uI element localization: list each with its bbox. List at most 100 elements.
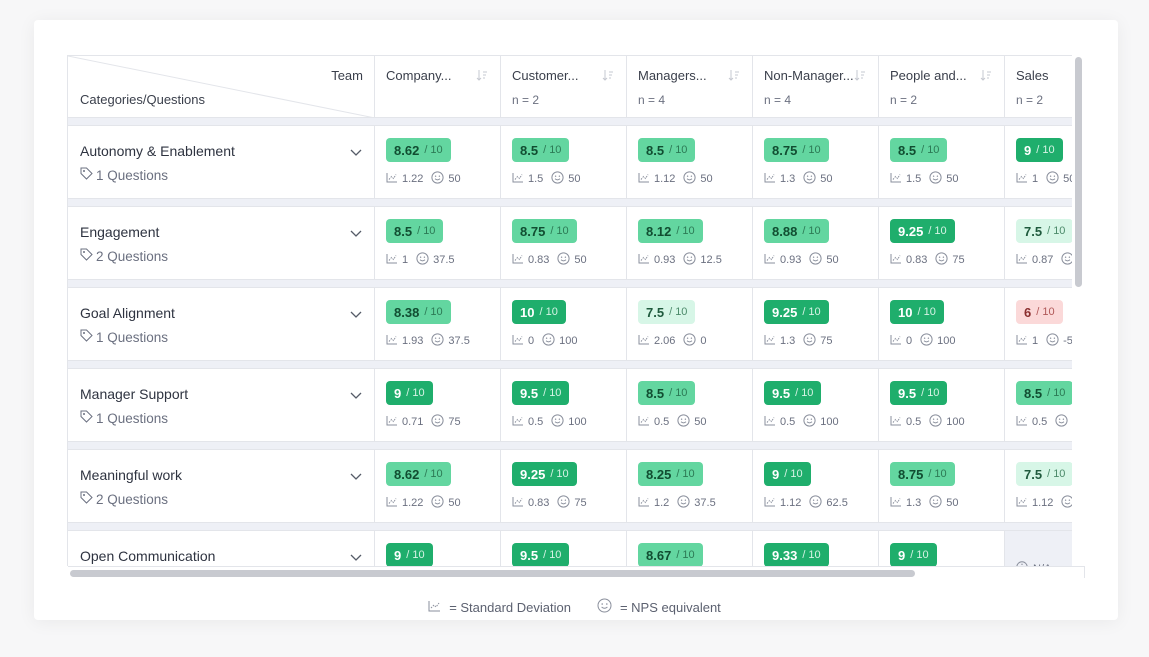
chart-icon xyxy=(386,496,402,510)
smiley-icon xyxy=(431,171,448,187)
chart-icon xyxy=(1016,415,1032,429)
score-value: 9 xyxy=(772,466,780,482)
question-count-label: 1 Questions xyxy=(96,410,169,426)
sort-icon[interactable] xyxy=(728,68,740,81)
std-deviation: 1.3 xyxy=(780,335,796,347)
column-count: n = 2 xyxy=(512,93,540,107)
score-cell: 9.5 / 10 xyxy=(501,531,627,566)
category-row: Engagement 2 Questions 8.5/ 10 1 37.5 8.75/ 1… xyxy=(68,207,1072,280)
nps-value: 50 xyxy=(826,254,839,266)
nps-value: 100 xyxy=(568,416,587,428)
smiley-icon xyxy=(1046,333,1063,349)
chevron-down-icon[interactable] xyxy=(350,225,362,237)
question-count[interactable]: 2 Questions xyxy=(80,248,168,264)
score-value: 9.5 xyxy=(772,385,791,401)
chart-icon xyxy=(1016,496,1032,510)
category-cell[interactable]: Manager Support 1 Questions xyxy=(68,369,375,441)
score-badge: 9.25 / 10 xyxy=(764,300,829,324)
column-header[interactable]: Non-Manager... n = 4 xyxy=(753,56,879,117)
score-cell: 9 / 10 1.12 62.5 xyxy=(753,450,879,522)
score-cell: 8.62 / 10 1.22 50 xyxy=(375,450,501,522)
score-stats: 1.5 50 xyxy=(512,171,581,187)
smiley-icon xyxy=(683,333,700,349)
question-count[interactable]: 2 Questions xyxy=(80,491,168,507)
question-count-label: 1 Questions xyxy=(96,167,169,183)
score-value: 8.5 xyxy=(520,142,539,158)
chart-icon xyxy=(890,415,906,429)
std-deviation: 1.22 xyxy=(402,497,424,509)
smiley-icon xyxy=(1055,414,1072,430)
score-badge: 9 / 10 xyxy=(890,543,937,566)
sort-icon[interactable] xyxy=(476,68,488,81)
std-deviation: 0.83 xyxy=(906,254,928,266)
column-header[interactable]: Sales n = 2 xyxy=(1005,56,1072,117)
score-value: 8.75 xyxy=(520,223,546,239)
std-deviation: 1.12 xyxy=(780,497,802,509)
nps-value: 100 xyxy=(937,335,956,347)
score-badge: 8.5 / 10 xyxy=(638,381,696,405)
score-cell: 7.5 / 10 0.87 xyxy=(1005,207,1072,279)
category-name: Goal Alignment xyxy=(80,305,175,321)
chevron-down-icon[interactable] xyxy=(350,468,362,480)
chevron-down-icon[interactable] xyxy=(350,144,362,156)
chart-icon xyxy=(386,334,402,348)
score-stats: 1 -5 xyxy=(1016,333,1072,349)
score-cell: 8.5 / 10 1.5 50 xyxy=(879,126,1005,198)
category-name: Engagement xyxy=(80,224,160,240)
std-deviation: 0.5 xyxy=(780,416,796,428)
score-out-of: / 10 xyxy=(802,144,821,156)
chevron-down-icon[interactable] xyxy=(350,549,362,561)
smiley-icon xyxy=(416,252,433,268)
column-header[interactable]: People and... n = 2 xyxy=(879,56,1005,117)
smiley-icon xyxy=(1046,171,1063,187)
category-cell[interactable]: Engagement 2 Questions xyxy=(68,207,375,279)
score-badge: 9.5 / 10 xyxy=(512,381,570,405)
score-value: 8.62 xyxy=(394,466,420,482)
row-separator xyxy=(68,442,1072,450)
score-out-of: / 10 xyxy=(1047,387,1066,399)
question-count[interactable]: 1 Questions xyxy=(80,167,168,183)
sort-icon[interactable] xyxy=(854,68,866,81)
score-value: 8.5 xyxy=(646,142,665,158)
score-out-of: / 10 xyxy=(676,468,695,480)
sort-icon[interactable] xyxy=(980,68,992,81)
category-cell[interactable]: Open Communication xyxy=(68,531,375,566)
category-cell[interactable]: Meaningful work 2 Questions xyxy=(68,450,375,522)
column-header[interactable]: Customer... n = 2 xyxy=(501,56,627,117)
std-deviation: 0.93 xyxy=(780,254,802,266)
chevron-down-icon[interactable] xyxy=(350,387,362,399)
nps-value: 50 xyxy=(568,173,581,185)
legend-nps: = NPS equivalent xyxy=(597,598,721,616)
smiley-icon xyxy=(557,495,574,511)
column-header[interactable]: Managers... n = 4 xyxy=(627,56,753,117)
vertical-scrollbar[interactable] xyxy=(1075,57,1082,287)
score-out-of: / 10 xyxy=(417,225,436,237)
score-stats: 0.5 50 xyxy=(638,414,707,430)
horizontal-scrollbar[interactable] xyxy=(70,570,915,577)
score-out-of: / 10 xyxy=(928,468,947,480)
score-stats: 0.71 75 xyxy=(386,414,461,430)
category-cell[interactable]: Autonomy & Enablement 1 Questions xyxy=(68,126,375,198)
score-value: 9 xyxy=(394,385,402,401)
std-deviation: 1 xyxy=(1032,173,1039,185)
sort-icon[interactable] xyxy=(602,68,614,81)
score-out-of: / 10 xyxy=(910,549,929,561)
column-header[interactable]: Company... xyxy=(375,56,501,117)
score-stats: 0.5 100 xyxy=(890,414,965,430)
score-out-of: / 10 xyxy=(921,144,940,156)
category-cell[interactable]: Goal Alignment 1 Questions xyxy=(68,288,375,360)
score-out-of: / 10 xyxy=(676,549,695,561)
score-cell: 8.25 / 10 1.2 37.5 xyxy=(627,450,753,522)
row-separator xyxy=(68,118,1072,126)
question-count[interactable]: 1 Questions xyxy=(80,410,168,426)
score-value: 8.38 xyxy=(394,304,420,320)
nps-value: 50 xyxy=(574,254,587,266)
chevron-down-icon[interactable] xyxy=(350,306,362,318)
nps-value: 50 xyxy=(700,173,713,185)
question-count[interactable]: 1 Questions xyxy=(80,329,168,345)
score-out-of: / 10 xyxy=(917,306,936,318)
chart-icon xyxy=(764,415,780,429)
score-badge: 10 / 10 xyxy=(890,300,944,324)
smiley-icon xyxy=(935,252,952,268)
score-stats: 0.83 75 xyxy=(512,495,587,511)
